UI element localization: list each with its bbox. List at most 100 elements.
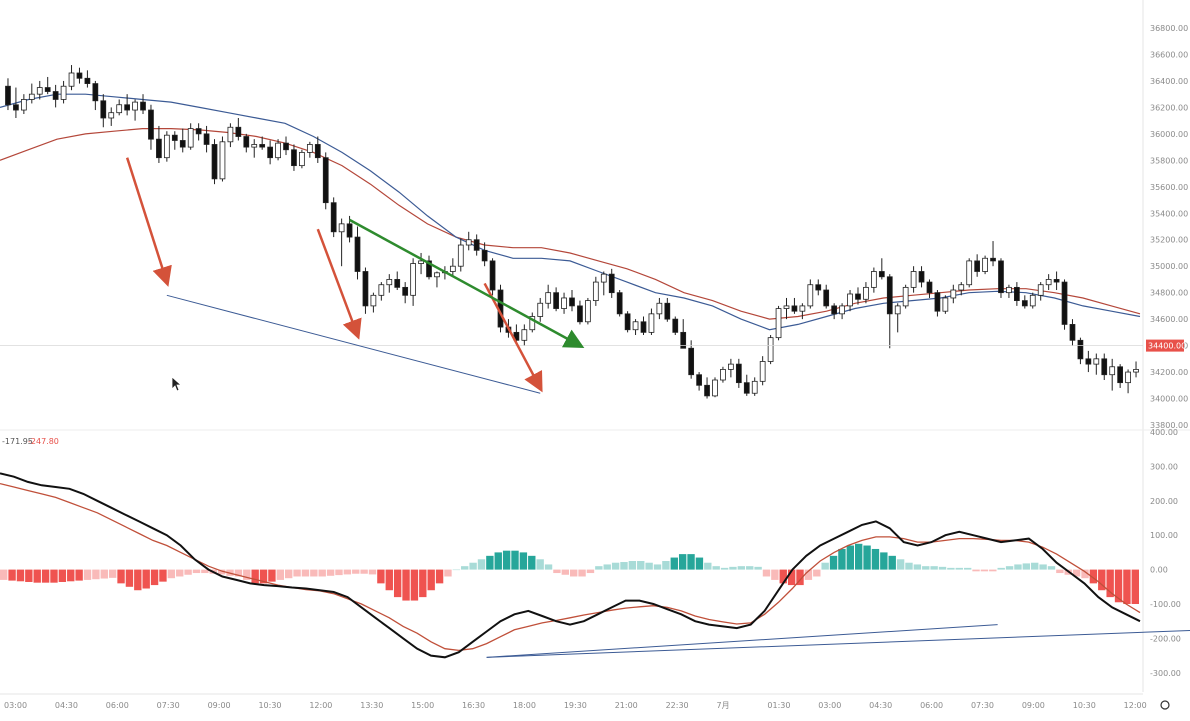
macd-tick-label: 100.00	[1150, 531, 1178, 540]
macd-histogram-bar	[335, 569, 343, 576]
candle-body	[990, 257, 996, 262]
macd-histogram-bar	[243, 569, 251, 580]
candle-body	[394, 279, 401, 288]
macd-histogram-bar	[176, 569, 184, 577]
macd-histogram-bar	[570, 569, 578, 577]
candle-body	[759, 361, 766, 382]
macd-histogram-bar	[729, 566, 737, 570]
candle-body	[632, 321, 639, 331]
macd-histogram-bar	[1047, 566, 1056, 570]
mouse-pointer-icon	[171, 376, 183, 392]
candle-body	[640, 321, 647, 333]
macd-histogram-bar	[352, 569, 360, 574]
price-tick-label: 36400.00	[1150, 77, 1188, 86]
macd-histogram-bar	[117, 569, 125, 584]
macd-histogram-bar	[1081, 569, 1089, 579]
macd-histogram-bar	[301, 569, 310, 577]
candle-body	[179, 140, 186, 148]
candle-body	[751, 380, 758, 394]
candle-body	[1006, 286, 1012, 294]
macd-histogram-bar	[938, 566, 947, 570]
price-tick-label: 34200.00	[1150, 368, 1188, 377]
macd-pane[interactable]: 400.00 300.00 200.00 100.00 0.00 -100.00 -200.…	[0, 428, 1190, 692]
time-tick-label: 12:00	[309, 701, 332, 710]
divergence-line	[486, 629, 1190, 658]
candle-body	[958, 284, 965, 291]
candle-body	[1029, 294, 1036, 307]
candle-body	[76, 72, 83, 79]
candle-body	[656, 302, 663, 315]
macd-histogram-bar	[813, 569, 821, 577]
macd-histogram-bar	[871, 548, 880, 570]
macd-histogram-bar	[712, 566, 720, 570]
candle-body	[108, 112, 115, 119]
macd-histogram-bar	[33, 569, 41, 583]
macd-histogram-bar	[125, 569, 134, 587]
macd-histogram-bar	[653, 564, 662, 570]
macd-histogram-bar	[461, 566, 469, 570]
candle-body	[1085, 358, 1092, 365]
macd-histogram-bar	[293, 569, 301, 577]
macd-histogram-bar	[184, 569, 192, 575]
price-pane[interactable]: 36800.00 36600.00 36400.00 36200.00 36000.00…	[0, 0, 1188, 430]
macd-histogram-bar	[1106, 569, 1114, 598]
candle-body	[1045, 279, 1052, 286]
macd-histogram-bar	[737, 566, 746, 570]
candle-body	[863, 286, 869, 300]
macd-histogram-bar	[662, 561, 670, 570]
macd-histogram-bar	[720, 567, 729, 570]
macd-tick-label: 300.00	[1150, 462, 1178, 471]
macd-histogram-bar	[846, 545, 854, 570]
macd-histogram-bar	[880, 552, 888, 570]
trend-arrow	[125, 157, 172, 287]
macd-value-labels: -171.95 -247.80	[2, 437, 59, 446]
candle-body	[577, 305, 583, 323]
macd-histogram-bar	[980, 569, 989, 572]
candle-body	[354, 236, 361, 272]
macd-histogram-bar	[972, 569, 980, 572]
macd-histogram-bar	[75, 569, 83, 581]
time-tick-label: 09:00	[208, 701, 231, 710]
macd-histogram-bar	[620, 562, 628, 570]
candle-body	[720, 369, 726, 381]
price-tick-label: 34800.00	[1150, 289, 1188, 298]
macd-histogram-bar	[528, 555, 536, 570]
macd-histogram-bar	[58, 569, 67, 582]
macd-histogram-bar	[695, 557, 704, 570]
macd-histogram-bar	[896, 559, 905, 570]
macd-histogram-bar	[922, 566, 930, 570]
macd-histogram-bar	[343, 569, 352, 575]
macd-histogram-bar	[276, 569, 284, 580]
candle-body	[465, 239, 472, 246]
time-tick-label: 06:00	[106, 701, 129, 710]
candle-body	[52, 91, 59, 100]
macd-histogram-bar	[159, 569, 167, 582]
macd-histogram-bar	[502, 550, 511, 570]
macd-histogram-bar	[494, 552, 502, 570]
candle-body	[378, 284, 385, 296]
macd-histogram-bar	[997, 567, 1005, 570]
candle-body	[449, 265, 456, 272]
macd-value-label-1: -171.95	[2, 437, 33, 446]
settings-circle-icon[interactable]	[1160, 700, 1170, 710]
macd-histogram-bar	[586, 569, 595, 574]
macd-histogram-bar	[167, 569, 176, 579]
candle-body	[799, 305, 806, 312]
macd-histogram-bar	[444, 569, 452, 577]
macd-signal-line	[0, 482, 1141, 652]
time-tick-label: 09:00	[1022, 701, 1045, 710]
macd-histogram-bar	[368, 569, 377, 575]
candle-body	[894, 305, 901, 315]
macd-histogram-bar	[25, 569, 33, 582]
settings-icon[interactable]	[1160, 700, 1170, 710]
macd-histogram-bar	[1131, 569, 1139, 604]
candle-body	[306, 144, 313, 153]
candle-body	[918, 271, 925, 283]
candle-body	[561, 297, 567, 309]
macd-histogram-bar	[1089, 569, 1098, 584]
candle-body	[1109, 366, 1116, 376]
candle-body	[92, 83, 99, 102]
time-tick-label: 07:30	[157, 701, 180, 710]
